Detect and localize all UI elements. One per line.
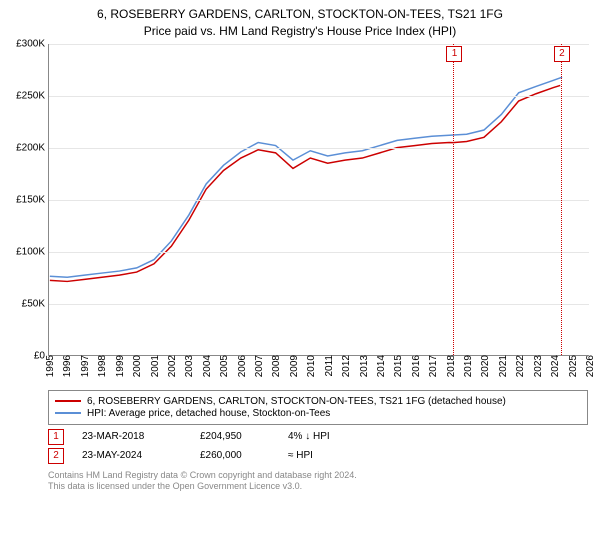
x-tick-label: 2014	[376, 355, 387, 377]
sales-table: 1 23-MAR-2018 £204,950 4% ↓ HPI 2 23-MAY-2024…	[48, 429, 588, 464]
footer: Contains HM Land Registry data © Crown c…	[48, 470, 588, 493]
y-gridline	[49, 304, 589, 305]
x-tick-label: 2012	[341, 355, 352, 377]
legend: 6, ROSEBERRY GARDENS, CARLTON, STOCKTON-…	[48, 390, 588, 425]
legend-swatch	[55, 400, 81, 402]
sale-marker-box: 1	[446, 46, 462, 62]
sale-marker-box: 2	[554, 46, 570, 62]
x-tick-label: 2000	[132, 355, 143, 377]
x-tick-label: 2018	[446, 355, 457, 377]
x-tick-label: 2026	[585, 355, 596, 377]
y-tick-label: £50K	[22, 298, 49, 309]
sale-marker-line	[453, 44, 454, 355]
x-tick-label: 2006	[237, 355, 248, 377]
sale-date: 23-MAR-2018	[82, 431, 182, 442]
x-tick-label: 1999	[115, 355, 126, 377]
sale-row: 1 23-MAR-2018 £204,950 4% ↓ HPI	[48, 429, 588, 445]
y-gridline	[49, 44, 589, 45]
sale-row: 2 23-MAY-2024 £260,000 ≈ HPI	[48, 448, 588, 464]
x-tick-label: 2022	[515, 355, 526, 377]
legend-label: 6, ROSEBERRY GARDENS, CARLTON, STOCKTON-…	[87, 396, 506, 407]
sale-price: £260,000	[200, 450, 270, 461]
x-tick-label: 2001	[150, 355, 161, 377]
title-block: 6, ROSEBERRY GARDENS, CARLTON, STOCKTON-…	[0, 0, 600, 40]
x-tick-label: 2010	[306, 355, 317, 377]
x-tick-label: 2019	[463, 355, 474, 377]
y-gridline	[49, 96, 589, 97]
y-tick-label: £300K	[16, 38, 49, 49]
x-tick-label: 2004	[202, 355, 213, 377]
footer-licence: This data is licensed under the Open Gov…	[48, 481, 588, 493]
series-hpi	[50, 77, 562, 277]
sale-row-marker: 2	[48, 448, 64, 464]
legend-label: HPI: Average price, detached house, Stoc…	[87, 408, 330, 419]
x-tick-label: 2013	[359, 355, 370, 377]
x-tick-label: 2011	[324, 355, 335, 377]
footer-copyright: Contains HM Land Registry data © Crown c…	[48, 470, 588, 482]
x-tick-label: 2020	[480, 355, 491, 377]
x-tick-label: 2024	[550, 355, 561, 377]
x-tick-label: 2009	[289, 355, 300, 377]
sale-marker-line	[561, 44, 562, 355]
sale-delta: ≈ HPI	[288, 450, 368, 461]
x-tick-label: 2017	[428, 355, 439, 377]
sale-delta: 4% ↓ HPI	[288, 431, 368, 442]
x-tick-label: 1996	[62, 355, 73, 377]
legend-swatch	[55, 412, 81, 414]
y-gridline	[49, 252, 589, 253]
x-tick-label: 2023	[533, 355, 544, 377]
x-tick-label: 2005	[219, 355, 230, 377]
x-tick-label: 2025	[568, 355, 579, 377]
x-tick-label: 1998	[97, 355, 108, 377]
x-tick-label: 1995	[45, 355, 56, 377]
x-tick-label: 2002	[167, 355, 178, 377]
legend-item: HPI: Average price, detached house, Stoc…	[55, 408, 581, 419]
y-tick-label: £150K	[16, 194, 49, 205]
x-tick-label: 2003	[184, 355, 195, 377]
x-tick-label: 1997	[80, 355, 91, 377]
title-subtitle: Price paid vs. HM Land Registry's House …	[0, 23, 600, 40]
plot-area: £0£50K£100K£150K£200K£250K£300K199519961…	[48, 44, 589, 356]
chart-area: £0£50K£100K£150K£200K£250K£300K199519961…	[48, 44, 588, 384]
sale-price: £204,950	[200, 431, 270, 442]
sale-row-marker: 1	[48, 429, 64, 445]
x-tick-label: 2007	[254, 355, 265, 377]
x-tick-label: 2021	[498, 355, 509, 377]
legend-item: 6, ROSEBERRY GARDENS, CARLTON, STOCKTON-…	[55, 396, 581, 407]
y-gridline	[49, 148, 589, 149]
title-address: 6, ROSEBERRY GARDENS, CARLTON, STOCKTON-…	[0, 6, 600, 23]
y-tick-label: £250K	[16, 90, 49, 101]
y-tick-label: £100K	[16, 246, 49, 257]
sale-date: 23-MAY-2024	[82, 450, 182, 461]
x-tick-label: 2015	[393, 355, 404, 377]
x-tick-label: 2008	[271, 355, 282, 377]
y-tick-label: £200K	[16, 142, 49, 153]
x-tick-label: 2016	[411, 355, 422, 377]
chart-container: 6, ROSEBERRY GARDENS, CARLTON, STOCKTON-…	[0, 0, 600, 560]
y-gridline	[49, 200, 589, 201]
